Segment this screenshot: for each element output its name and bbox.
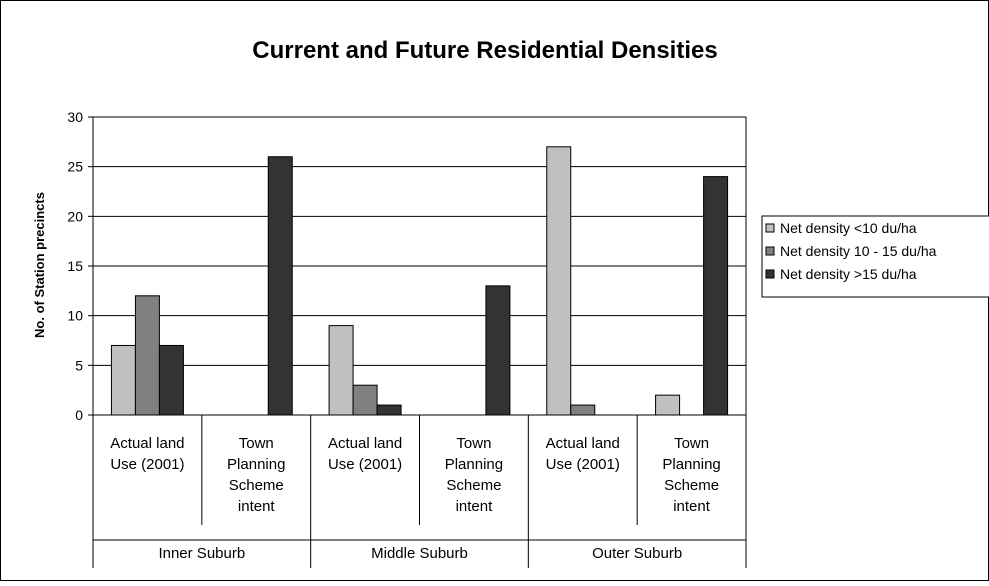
plot-area: 0 5 10 15 20 25 30 Actual land Use (2001) Town Pla… [67, 109, 747, 568]
x-tick-label: Town [239, 435, 274, 452]
x-tick-label: Use (2001) [546, 456, 620, 473]
bar [267, 156, 293, 416]
x-tick-label: Planning [445, 456, 503, 473]
y-tick-label: 30 [67, 109, 83, 125]
legend-label: Net density >15 du/ha [780, 266, 917, 282]
x-tick-label: Planning [662, 456, 720, 473]
bar [134, 295, 160, 416]
bar [110, 344, 136, 416]
group-label: Outer Suburb [592, 545, 682, 562]
bar [352, 384, 378, 416]
group-label: Middle Suburb [371, 545, 468, 562]
y-tick-label: 0 [75, 407, 83, 423]
x-tick-label: intent [673, 498, 711, 515]
x-tick-label: Actual land [546, 435, 620, 452]
x-tick-label: Town [456, 435, 491, 452]
x-tick-label: Use (2001) [110, 456, 184, 473]
bar [376, 404, 402, 416]
bar [328, 325, 354, 416]
x-tick-label: Use (2001) [328, 456, 402, 473]
bar [485, 285, 511, 416]
x-tick-label: intent [238, 498, 276, 515]
x-tick-label: intent [456, 498, 494, 515]
legend: Net density <10 du/ha Net density 10 - 15… [761, 215, 989, 298]
x-tick-label: Scheme [664, 477, 719, 494]
x-tick-label: Scheme [229, 477, 284, 494]
legend-swatch [765, 246, 775, 256]
bar [158, 344, 184, 416]
x-tick-label: Actual land [328, 435, 402, 452]
chart-title: Current and Future Residential Densities [252, 37, 717, 64]
legend-swatch [765, 223, 775, 233]
legend-box [761, 215, 989, 298]
bar [546, 146, 572, 416]
group-label: Inner Suburb [158, 545, 245, 562]
y-axis-label: No. of Station precincts [32, 192, 47, 338]
x-tick-label: Planning [227, 456, 285, 473]
x-tick-label: Town [674, 435, 709, 452]
bar [655, 394, 681, 416]
bar [703, 176, 729, 416]
x-tick-label: Scheme [446, 477, 501, 494]
y-tick-label: 20 [67, 208, 83, 224]
y-tick-label: 25 [67, 159, 83, 175]
x-tick-label: Actual land [110, 435, 184, 452]
bar [570, 404, 596, 416]
y-tick-label: 10 [67, 308, 83, 324]
legend-label: Net density 10 - 15 du/ha [780, 243, 937, 259]
legend-swatch [765, 269, 775, 279]
legend-label: Net density <10 du/ha [780, 220, 917, 236]
y-tick-label: 15 [67, 258, 83, 274]
y-tick-label: 5 [75, 357, 83, 373]
